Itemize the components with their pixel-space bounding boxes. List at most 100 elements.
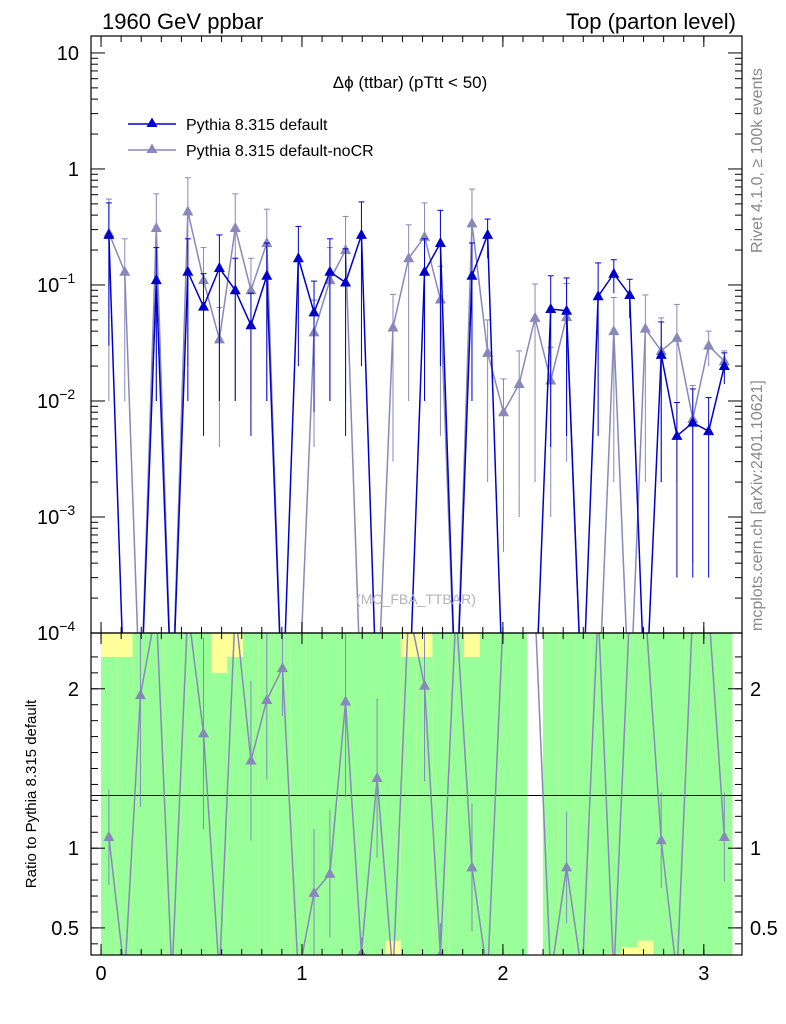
ratio-point-nocr xyxy=(466,861,478,872)
band-green xyxy=(700,633,717,955)
band-green xyxy=(227,656,244,955)
rivet-label: Rivet 4.1.0, ≥ 100k events xyxy=(749,68,766,253)
band-green xyxy=(322,633,338,955)
data-point-default xyxy=(703,425,715,436)
band-green xyxy=(495,633,512,955)
ratio-point-nocr xyxy=(214,970,225,980)
ratio-ylabel: Ratio to Pythia 8.315 default xyxy=(23,699,40,888)
legend-label-default: Pythia 8.315 default xyxy=(186,117,328,134)
band-green xyxy=(164,633,181,955)
ratio-ytick-label: 1 xyxy=(68,838,79,860)
ratio-point-nocr xyxy=(371,772,383,783)
ratio-point-nocr xyxy=(198,727,210,738)
data-point-default xyxy=(292,252,304,263)
band-green xyxy=(448,633,464,955)
ratio-point-nocr xyxy=(687,603,698,613)
data-point-default xyxy=(671,429,683,440)
data-point-default xyxy=(466,269,478,280)
ratio-point-nocr xyxy=(308,886,320,897)
ratio-point-nocr xyxy=(437,949,444,955)
ratio-line-nocr xyxy=(108,633,726,955)
main-panel: 10−4 10−3 10−2 10−1 1 10 Δϕ (ttbar) (pTtt < 5… xyxy=(37,35,743,645)
main-ytick-label: 10−2 xyxy=(37,386,75,413)
data-point-nocr xyxy=(150,221,162,232)
main-ytick-label: 10 xyxy=(57,43,79,65)
band-green xyxy=(353,633,370,955)
band-green xyxy=(684,633,701,955)
ratio-point-nocr xyxy=(276,662,288,673)
main-ytick-label: 1 xyxy=(68,159,79,181)
data-point-default xyxy=(103,228,115,239)
data-point-nocr xyxy=(703,339,715,350)
data-point-default xyxy=(150,274,162,285)
header-left: 1960 GeV ppbar xyxy=(102,9,263,34)
ratio-point-nocr xyxy=(357,947,366,955)
ratio-point-nocr xyxy=(134,689,146,700)
main-ytick-label: 10−4 xyxy=(37,618,75,645)
ratio-point-nocr xyxy=(245,754,257,765)
ratio-point-nocr xyxy=(166,970,177,980)
ratio-point-nocr xyxy=(119,970,130,980)
data-point-default xyxy=(355,228,367,239)
data-point-nocr xyxy=(387,321,399,332)
data-point-nocr xyxy=(403,252,415,263)
data-point-default xyxy=(434,237,446,248)
band-green xyxy=(290,633,307,955)
band-green xyxy=(542,633,559,955)
ratio-point-nocr xyxy=(103,831,115,842)
band-green xyxy=(605,633,622,954)
data-point-default xyxy=(419,265,431,276)
main-ytick-label: 10−3 xyxy=(37,502,75,529)
ratio-ytick-label: 2 xyxy=(68,679,79,701)
band-green xyxy=(400,656,417,955)
data-point-default xyxy=(229,284,241,295)
plot-title: Δϕ (ttbar) (pTtt < 50) xyxy=(333,73,488,92)
band-green xyxy=(180,633,196,955)
ratio-ytick-label-right: 2 xyxy=(750,679,761,701)
ratio-point-nocr xyxy=(324,867,336,878)
data-point-default xyxy=(324,265,336,276)
ratio-point-nocr xyxy=(718,831,730,842)
ratio-point-nocr xyxy=(419,679,431,690)
ratio-point-nocr xyxy=(545,970,556,980)
data-point-nocr xyxy=(182,205,194,216)
ratio-ticks: 0 1 2 3 0.5 0.5 1 1 2 2 xyxy=(51,633,778,985)
data-point-default xyxy=(198,300,210,311)
band-green xyxy=(590,633,606,955)
data-point-default xyxy=(245,319,257,330)
data-point-default xyxy=(561,304,573,315)
data-point-nocr xyxy=(498,406,510,417)
legend-marker-default xyxy=(146,117,158,127)
ratio-xtick-label: 2 xyxy=(497,963,508,985)
data-point-default xyxy=(340,276,352,287)
ratio-point-nocr xyxy=(387,970,398,980)
ratio-point-nocr xyxy=(261,693,273,704)
data-point-default xyxy=(261,269,273,280)
band-green xyxy=(621,633,638,948)
data-point-nocr xyxy=(639,322,651,333)
ratio-ytick-label-right: 0.5 xyxy=(750,918,778,940)
legend: Pythia 8.315 default Pythia 8.315 defaul… xyxy=(128,117,374,160)
data-point-nocr xyxy=(229,221,241,232)
band-green xyxy=(637,633,654,941)
data-point-nocr xyxy=(529,311,541,322)
band-green xyxy=(385,633,401,941)
legend-marker-nocr xyxy=(146,143,158,153)
header-right: Top (parton level) xyxy=(566,9,736,34)
main-frame xyxy=(90,35,743,634)
data-point-nocr xyxy=(261,237,273,248)
data-point-nocr xyxy=(671,331,683,342)
ratio-point-nocr xyxy=(182,603,193,613)
band-green xyxy=(479,633,496,955)
data-point-nocr xyxy=(119,265,131,276)
main-series xyxy=(103,177,730,633)
band-green xyxy=(116,656,133,955)
data-point-default xyxy=(545,303,557,314)
legend-label-nocr: Pythia 8.315 default-noCR xyxy=(186,143,374,160)
band-green xyxy=(416,656,433,955)
source-label: mcplots.cern.ch [arXiv:2401.10621] xyxy=(749,380,766,631)
data-point-default xyxy=(592,290,604,301)
ratio-panel: 0 1 2 3 0.5 0.5 1 1 2 2 xyxy=(51,603,778,985)
ratio-xtick-label: 1 xyxy=(296,963,307,985)
